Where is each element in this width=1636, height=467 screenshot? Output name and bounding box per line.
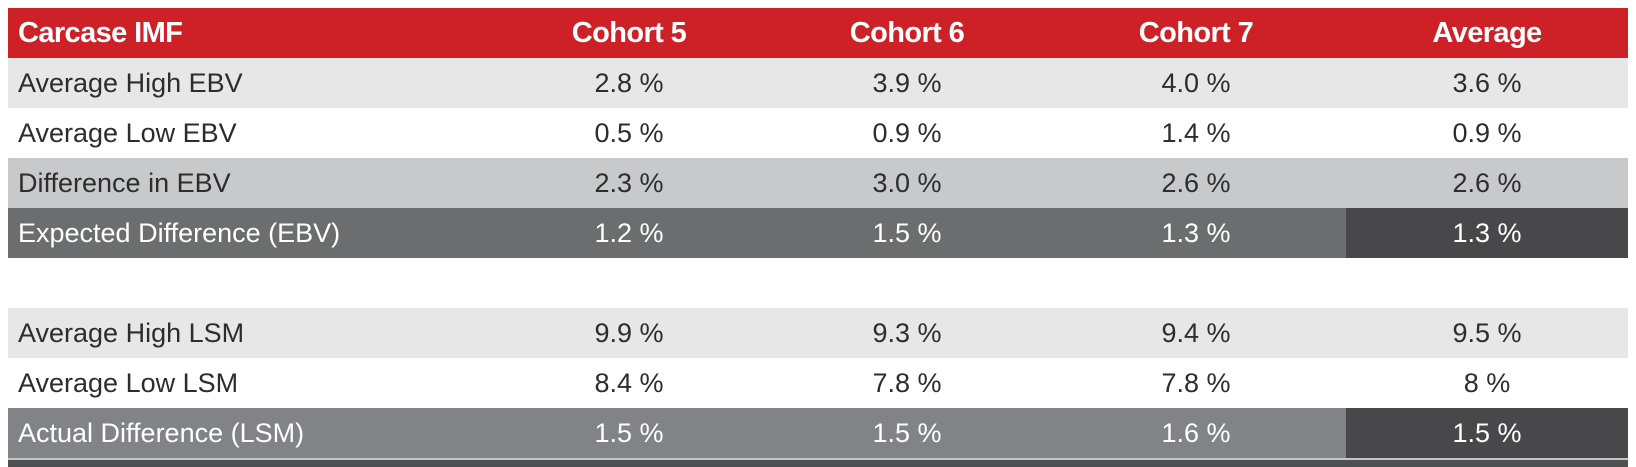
value-cell: 1.3 % — [1161, 217, 1231, 248]
column-header-cohort-5: Cohort 5 — [571, 16, 687, 49]
bottom-bar — [8, 460, 1628, 467]
column-header-average: Average — [1432, 16, 1542, 49]
row-label: Average High LSM — [18, 317, 245, 348]
value-cell: 0.9 % — [872, 117, 942, 148]
row-label: Average High EBV — [18, 67, 243, 98]
ebv-section: Average High EBV 2.8 % 3.9 % 4.0 % 3.6 % Aver… — [8, 58, 1628, 258]
value-cell: 1.3 % — [1346, 208, 1628, 258]
value-cell: 1.2 % — [594, 217, 664, 248]
value-cell: 8 % — [1463, 367, 1511, 398]
row-label: Expected Difference (EBV) — [18, 217, 341, 248]
lsm-section: Average High LSM 9.9 % 9.3 % 9.4 % 9.5 % Aver… — [8, 308, 1628, 458]
column-header-cohort-6: Cohort 6 — [849, 16, 965, 49]
value-cell: 1.5 % — [1346, 408, 1628, 458]
table-row-difference-in-ebv: Difference in EBV 2.3 % 3.0 % 2.6 % 2.6 % — [8, 158, 1628, 208]
value-cell: 9.5 % — [1452, 317, 1522, 348]
carcase-imf-table: Carcase IMF Cohort 5 Cohort 6 Cohort 7 A… — [8, 8, 1628, 467]
table-row-actual-difference-lsm: Actual Difference (LSM) 1.5 % 1.5 % 1.6 % 1.… — [8, 408, 1628, 458]
table-row-average-low-ebv: Average Low EBV 0.5 % 0.9 % 1.4 % 0.9 % — [8, 108, 1628, 158]
table-title: Carcase IMF — [18, 16, 183, 49]
value-cell: 0.9 % — [1452, 117, 1522, 148]
value-cell: 9.9 % — [594, 317, 664, 348]
value-cell: 2.8 % — [594, 67, 664, 98]
value-cell: 3.0 % — [872, 167, 942, 198]
value-cell: 1.5 % — [872, 217, 942, 248]
value-cell: 8.4 % — [594, 367, 664, 398]
table-row-average-high-lsm: Average High LSM 9.9 % 9.3 % 9.4 % 9.5 % — [8, 308, 1628, 358]
value-cell: 3.9 % — [872, 67, 942, 98]
table-header-row: Carcase IMF Cohort 5 Cohort 6 Cohort 7 A… — [8, 8, 1628, 58]
row-label: Difference in EBV — [18, 167, 231, 198]
row-label: Average Low EBV — [18, 117, 237, 148]
value-cell: 1.5 % — [594, 417, 664, 448]
value-cell: 7.8 % — [872, 367, 942, 398]
value-cell: 1.6 % — [1161, 417, 1231, 448]
value-cell: 9.3 % — [872, 317, 942, 348]
value-cell: 0.5 % — [594, 117, 664, 148]
value-cell: 4.0 % — [1161, 67, 1231, 98]
row-label: Average Low LSM — [18, 367, 239, 398]
table-row-average-high-ebv: Average High EBV 2.8 % 3.9 % 4.0 % 3.6 % — [8, 58, 1628, 108]
bottom-separator — [8, 458, 1628, 460]
section-gap — [8, 258, 1628, 308]
table-row-average-low-lsm: Average Low LSM 8.4 % 7.8 % 7.8 % 8 % — [8, 358, 1628, 408]
value-cell: 2.6 % — [1452, 167, 1522, 198]
value-cell: 1.5 % — [872, 417, 942, 448]
value-cell: 2.6 % — [1161, 167, 1231, 198]
value-cell: 2.3 % — [594, 167, 664, 198]
table-row-expected-difference-ebv: Expected Difference (EBV) 1.2 % 1.5 % 1.3 %… — [8, 208, 1628, 258]
value-cell: 7.8 % — [1161, 367, 1231, 398]
column-header-cohort-7: Cohort 7 — [1138, 16, 1254, 49]
value-cell: 3.6 % — [1452, 67, 1522, 98]
row-label: Actual Difference (LSM) — [18, 417, 305, 448]
value-cell: 1.4 % — [1161, 117, 1231, 148]
value-cell: 9.4 % — [1161, 317, 1231, 348]
